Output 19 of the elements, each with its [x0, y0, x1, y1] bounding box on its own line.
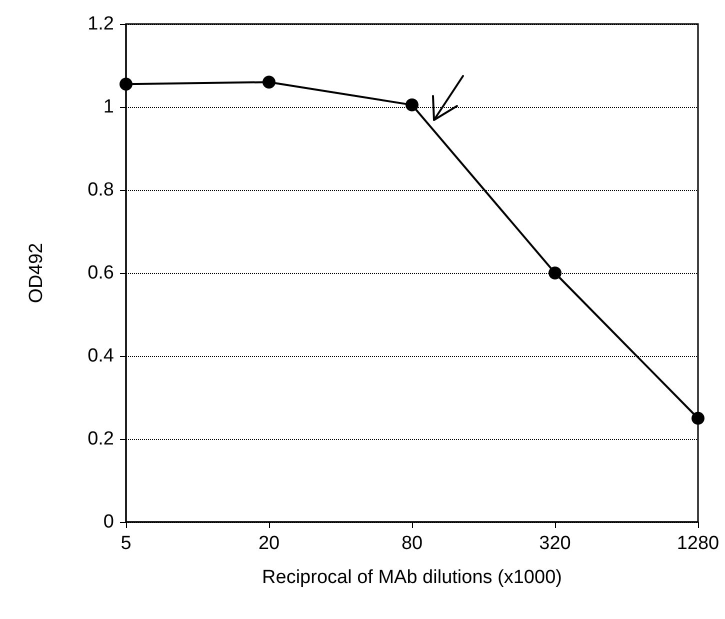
- x-tick-label: 80: [401, 533, 423, 554]
- x-tick-label: 320: [539, 533, 571, 554]
- point: [692, 412, 704, 425]
- point: [406, 98, 418, 112]
- point: [262, 76, 276, 89]
- y-tick-label: 1.2: [88, 14, 114, 34]
- x-tick-label: 5: [120, 533, 132, 554]
- point: [120, 78, 132, 91]
- y-tick-label: 0.6: [88, 262, 114, 284]
- y-tick-label: 1: [103, 96, 114, 118]
- x-tick-label: 1280: [676, 533, 720, 554]
- x-axis-title: Reciprocal of MAb dilutions (x1000): [262, 567, 562, 588]
- x-tick-label: 20: [258, 533, 280, 554]
- y-tick-label: 0: [103, 512, 114, 532]
- point: [548, 266, 562, 280]
- y-tick-label: 0.4: [88, 346, 114, 366]
- y-tick-label: 0.2: [88, 428, 114, 450]
- y-axis-title: OD492: [26, 242, 47, 304]
- y-tick-label: 0.8: [88, 180, 114, 200]
